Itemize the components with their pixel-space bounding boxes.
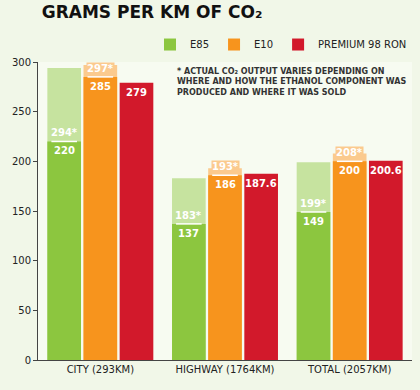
svg-text:E10: E10 xyxy=(254,39,273,50)
svg-text:TOTAL (2057KM): TOTAL (2057KM) xyxy=(307,364,391,375)
svg-text:294*: 294* xyxy=(51,127,78,138)
svg-text:0: 0 xyxy=(25,355,31,366)
svg-text:50: 50 xyxy=(18,305,31,316)
svg-text:220: 220 xyxy=(54,145,75,156)
svg-text:100: 100 xyxy=(12,255,31,266)
svg-text:183*: 183* xyxy=(175,210,202,221)
svg-text:186: 186 xyxy=(215,179,236,190)
svg-text:297*: 297* xyxy=(87,63,114,74)
svg-text:200: 200 xyxy=(12,156,31,167)
svg-text:149: 149 xyxy=(303,216,324,227)
svg-text:208*: 208* xyxy=(336,147,363,158)
svg-text:199*: 199* xyxy=(300,198,327,209)
svg-text:200: 200 xyxy=(339,165,360,176)
svg-text:193*: 193* xyxy=(212,161,239,172)
svg-text:PREMIUM 98 RON: PREMIUM 98 RON xyxy=(318,39,406,50)
svg-text:279: 279 xyxy=(126,87,147,98)
svg-text:250: 250 xyxy=(12,106,31,117)
svg-text:150: 150 xyxy=(12,206,31,217)
svg-text:187.6: 187.6 xyxy=(245,178,277,189)
svg-text:* ACTUAL CO₂ OUTPUT VARIES DEP: * ACTUAL CO₂ OUTPUT VARIES DEPENDING ONW… xyxy=(177,67,406,97)
svg-text:CITY (293KM): CITY (293KM) xyxy=(67,364,135,375)
svg-text:E85: E85 xyxy=(190,39,209,50)
svg-text:GRAMS PER KM OF CO₂: GRAMS PER KM OF CO₂ xyxy=(42,2,263,22)
svg-text:285: 285 xyxy=(90,81,111,92)
svg-text:200.6: 200.6 xyxy=(370,165,402,176)
svg-text:300: 300 xyxy=(12,57,31,68)
svg-text:HIGHWAY (1764KM): HIGHWAY (1764KM) xyxy=(176,364,275,375)
svg-text:137: 137 xyxy=(178,228,199,239)
